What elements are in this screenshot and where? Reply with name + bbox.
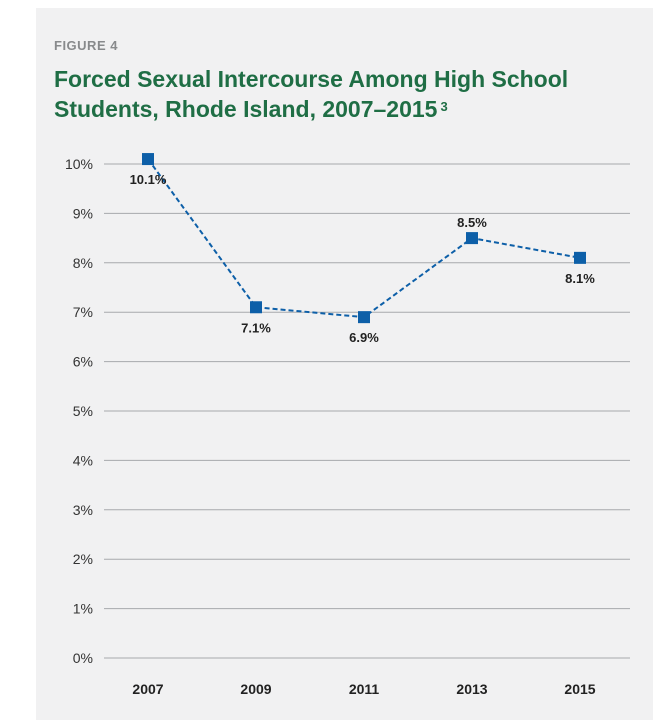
data-point-marker bbox=[466, 232, 478, 245]
y-tick-label: 1% bbox=[73, 601, 93, 617]
data-label: 7.1% bbox=[241, 320, 271, 335]
y-tick-label: 4% bbox=[73, 452, 93, 468]
data-point-marker bbox=[358, 311, 370, 324]
y-tick-label: 7% bbox=[73, 304, 93, 320]
figure-label: FIGURE 4 bbox=[54, 38, 118, 53]
y-tick-label: 9% bbox=[73, 205, 93, 221]
data-label: 8.5% bbox=[457, 215, 487, 230]
x-tick-label: 2007 bbox=[132, 681, 163, 697]
y-tick-label: 0% bbox=[73, 650, 93, 666]
figure-title-footnote: 3 bbox=[440, 99, 448, 114]
y-tick-label: 10% bbox=[65, 156, 93, 172]
y-tick-label: 6% bbox=[73, 354, 93, 370]
y-tick-label: 3% bbox=[73, 502, 93, 518]
data-point-marker bbox=[574, 251, 586, 264]
x-tick-label: 2009 bbox=[240, 681, 271, 697]
figure-panel bbox=[36, 8, 653, 720]
figure-title: Forced Sexual Intercourse Among High Sch… bbox=[54, 64, 644, 124]
y-axis-ticks: 0% 1% 2% 3% 4% 5% 6% 7% 8% 9% 10% bbox=[65, 156, 93, 666]
x-tick-label: 2015 bbox=[564, 681, 595, 697]
series bbox=[142, 153, 586, 324]
data-label: 8.1% bbox=[565, 271, 595, 286]
data-labels: 10.1% 7.1% 6.9% 8.5% 8.1% bbox=[130, 172, 596, 345]
series-line bbox=[147, 158, 581, 319]
gridlines bbox=[104, 163, 630, 659]
y-tick-label: 2% bbox=[73, 551, 93, 567]
x-tick-label: 2013 bbox=[456, 681, 487, 697]
figure-title-text: Forced Sexual Intercourse Among High Sch… bbox=[54, 66, 569, 122]
x-axis-ticks: 2007 2009 2011 2013 2015 bbox=[132, 681, 595, 697]
data-point-marker bbox=[142, 153, 154, 166]
data-point-marker bbox=[250, 301, 262, 314]
data-label: 6.9% bbox=[349, 330, 379, 345]
y-tick-label: 8% bbox=[73, 255, 93, 271]
data-label: 10.1% bbox=[130, 172, 167, 187]
x-tick-label: 2011 bbox=[349, 681, 380, 697]
y-tick-label: 5% bbox=[73, 403, 93, 419]
